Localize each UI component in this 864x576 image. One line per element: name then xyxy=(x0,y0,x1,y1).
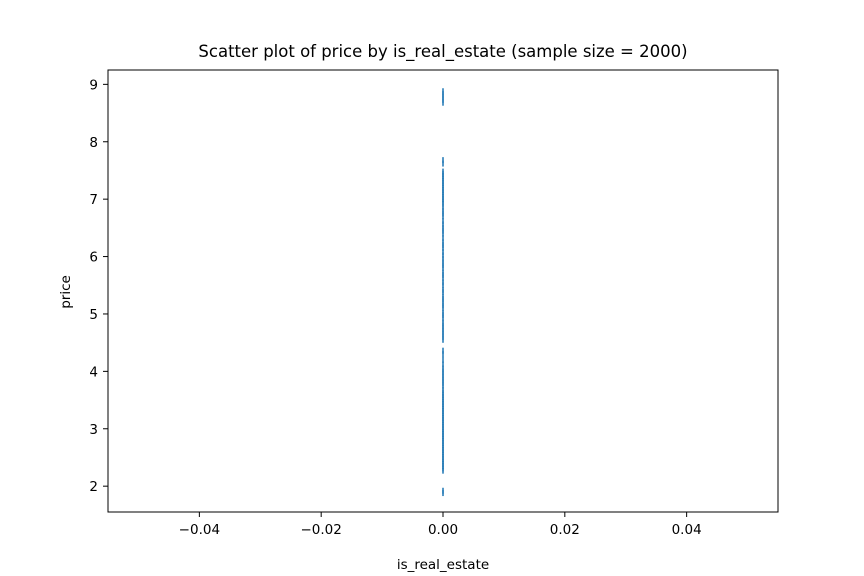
y-tick-label: 9 xyxy=(89,77,98,93)
x-axis-label: is_real_estate xyxy=(397,557,489,573)
x-axis-ticks: −0.04 −0.02 0.00 0.02 0.04 xyxy=(179,512,702,538)
y-tick-label: 2 xyxy=(89,479,98,495)
y-tick-label: 4 xyxy=(89,364,98,380)
y-tick-label: 6 xyxy=(89,250,98,266)
x-tick-label: 0.04 xyxy=(672,522,702,538)
x-tick-label: 0.02 xyxy=(550,522,580,538)
y-tick-label: 5 xyxy=(89,307,98,323)
x-tick-label: −0.02 xyxy=(300,522,341,538)
y-tick-label: 3 xyxy=(89,422,98,438)
y-axis-label: price xyxy=(58,275,74,309)
chart-title: Scatter plot of price by is_real_estate … xyxy=(198,42,687,62)
y-tick-label: 8 xyxy=(89,135,98,151)
x-tick-label: 0.00 xyxy=(428,522,458,538)
plot-area-frame xyxy=(107,69,779,513)
x-tick-label: −0.04 xyxy=(179,522,220,538)
y-tick-label: 7 xyxy=(89,192,98,208)
y-axis-ticks: 2 3 4 5 6 7 8 9 xyxy=(89,77,108,495)
